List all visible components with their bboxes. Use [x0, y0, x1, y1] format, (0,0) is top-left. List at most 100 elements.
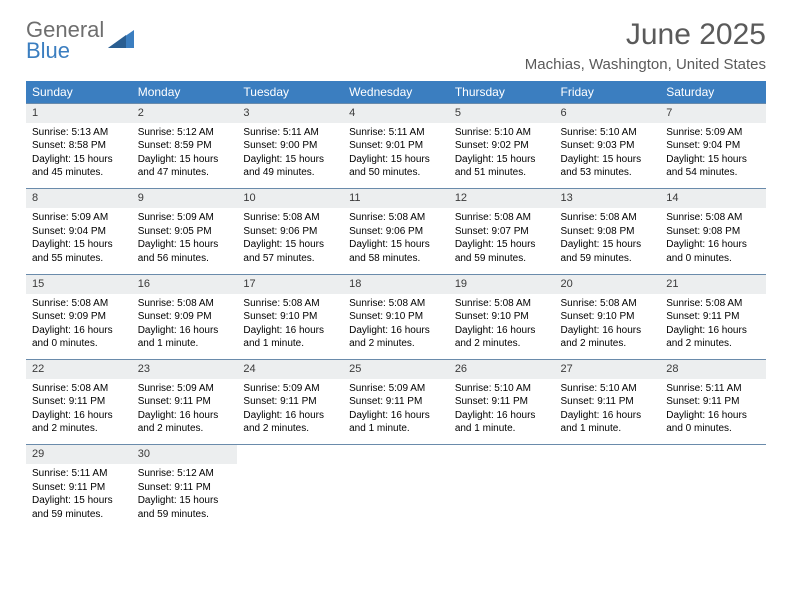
day-number: 4: [343, 104, 449, 123]
day-detail-row: Sunrise: 5:08 AMSunset: 9:09 PMDaylight:…: [26, 294, 766, 360]
day-number: 13: [555, 189, 661, 208]
day-number: 7: [660, 104, 766, 123]
sunrise-text: Sunrise: 5:10 AM: [455, 126, 549, 140]
sunset-text: Sunset: 9:06 PM: [349, 225, 443, 239]
sunset-text: Sunset: 9:11 PM: [32, 481, 126, 495]
day-number: 5: [449, 104, 555, 123]
day-cell: Sunrise: 5:09 AMSunset: 9:04 PMDaylight:…: [660, 123, 766, 189]
sunset-text: Sunset: 9:01 PM: [349, 139, 443, 153]
sunset-text: Sunset: 9:04 PM: [666, 139, 760, 153]
weekday-header: Thursday: [449, 81, 555, 104]
sunset-text: Sunset: 9:11 PM: [455, 395, 549, 409]
day-number: 6: [555, 104, 661, 123]
day-number: 26: [449, 360, 555, 379]
sunset-text: Sunset: 9:11 PM: [666, 310, 760, 324]
day-cell: Sunrise: 5:11 AMSunset: 9:01 PMDaylight:…: [343, 123, 449, 189]
day-cell: Sunrise: 5:08 AMSunset: 9:10 PMDaylight:…: [555, 294, 661, 360]
sunrise-text: Sunrise: 5:11 AM: [32, 467, 126, 481]
daylight-text: Daylight: 16 hours and 1 minute.: [349, 409, 443, 436]
sunrise-text: Sunrise: 5:11 AM: [666, 382, 760, 396]
weekday-header: Wednesday: [343, 81, 449, 104]
sunset-text: Sunset: 9:10 PM: [455, 310, 549, 324]
day-cell: Sunrise: 5:08 AMSunset: 9:10 PMDaylight:…: [449, 294, 555, 360]
daylight-text: Daylight: 16 hours and 2 minutes.: [666, 324, 760, 351]
sunset-text: Sunset: 9:11 PM: [138, 395, 232, 409]
day-cell: Sunrise: 5:10 AMSunset: 9:02 PMDaylight:…: [449, 123, 555, 189]
logo-triangle-icon: [108, 26, 134, 52]
day-cell: Sunrise: 5:11 AMSunset: 9:00 PMDaylight:…: [237, 123, 343, 189]
daylight-text: Daylight: 15 hours and 45 minutes.: [32, 153, 126, 180]
daylight-text: Daylight: 16 hours and 1 minute.: [455, 409, 549, 436]
sunrise-text: Sunrise: 5:08 AM: [455, 297, 549, 311]
sunrise-text: Sunrise: 5:12 AM: [138, 126, 232, 140]
day-detail-row: Sunrise: 5:09 AMSunset: 9:04 PMDaylight:…: [26, 208, 766, 274]
sunrise-text: Sunrise: 5:08 AM: [561, 211, 655, 225]
sunrise-text: Sunrise: 5:11 AM: [349, 126, 443, 140]
weekday-header: Monday: [132, 81, 238, 104]
day-cell: Sunrise: 5:11 AMSunset: 9:11 PMDaylight:…: [660, 379, 766, 445]
day-detail-row: Sunrise: 5:13 AMSunset: 8:58 PMDaylight:…: [26, 123, 766, 189]
daylight-text: Daylight: 15 hours and 47 minutes.: [138, 153, 232, 180]
daylight-text: Daylight: 16 hours and 2 minutes.: [138, 409, 232, 436]
day-number: [449, 445, 555, 464]
sunrise-text: Sunrise: 5:09 AM: [138, 211, 232, 225]
day-cell: [343, 464, 449, 530]
weekday-header: Saturday: [660, 81, 766, 104]
day-cell: Sunrise: 5:09 AMSunset: 9:04 PMDaylight:…: [26, 208, 132, 274]
daylight-text: Daylight: 15 hours and 51 minutes.: [455, 153, 549, 180]
day-number-row: 22232425262728: [26, 360, 766, 379]
day-cell: Sunrise: 5:08 AMSunset: 9:07 PMDaylight:…: [449, 208, 555, 274]
logo-word2: Blue: [26, 39, 104, 62]
day-number: [237, 445, 343, 464]
sunset-text: Sunset: 9:10 PM: [561, 310, 655, 324]
day-number-row: 15161718192021: [26, 274, 766, 293]
daylight-text: Daylight: 15 hours and 56 minutes.: [138, 238, 232, 265]
day-cell: Sunrise: 5:11 AMSunset: 9:11 PMDaylight:…: [26, 464, 132, 530]
sunrise-text: Sunrise: 5:08 AM: [561, 297, 655, 311]
day-number: 29: [26, 445, 132, 464]
sunset-text: Sunset: 9:09 PM: [138, 310, 232, 324]
day-cell: Sunrise: 5:08 AMSunset: 9:09 PMDaylight:…: [26, 294, 132, 360]
day-number: 20: [555, 274, 661, 293]
day-number: 24: [237, 360, 343, 379]
sunset-text: Sunset: 9:07 PM: [455, 225, 549, 239]
day-number: 16: [132, 274, 238, 293]
sunset-text: Sunset: 9:11 PM: [349, 395, 443, 409]
day-cell: Sunrise: 5:10 AMSunset: 9:11 PMDaylight:…: [449, 379, 555, 445]
daylight-text: Daylight: 15 hours and 50 minutes.: [349, 153, 443, 180]
day-number: 9: [132, 189, 238, 208]
day-cell: Sunrise: 5:09 AMSunset: 9:05 PMDaylight:…: [132, 208, 238, 274]
calendar-table: SundayMondayTuesdayWednesdayThursdayFrid…: [26, 81, 766, 530]
sunrise-text: Sunrise: 5:09 AM: [666, 126, 760, 140]
day-number: 8: [26, 189, 132, 208]
sunset-text: Sunset: 9:11 PM: [32, 395, 126, 409]
day-cell: Sunrise: 5:08 AMSunset: 9:10 PMDaylight:…: [237, 294, 343, 360]
day-cell: Sunrise: 5:12 AMSunset: 9:11 PMDaylight:…: [132, 464, 238, 530]
day-number: 12: [449, 189, 555, 208]
sunrise-text: Sunrise: 5:08 AM: [349, 211, 443, 225]
weekday-header: Friday: [555, 81, 661, 104]
sunrise-text: Sunrise: 5:08 AM: [32, 382, 126, 396]
day-number: 14: [660, 189, 766, 208]
day-number: 3: [237, 104, 343, 123]
sunset-text: Sunset: 9:11 PM: [666, 395, 760, 409]
daylight-text: Daylight: 16 hours and 1 minute.: [138, 324, 232, 351]
daylight-text: Daylight: 15 hours and 59 minutes.: [32, 494, 126, 521]
day-number: 27: [555, 360, 661, 379]
day-number: 25: [343, 360, 449, 379]
day-number: 2: [132, 104, 238, 123]
day-cell: Sunrise: 5:10 AMSunset: 9:03 PMDaylight:…: [555, 123, 661, 189]
sunrise-text: Sunrise: 5:09 AM: [243, 382, 337, 396]
daylight-text: Daylight: 15 hours and 58 minutes.: [349, 238, 443, 265]
sunrise-text: Sunrise: 5:11 AM: [243, 126, 337, 140]
day-cell: Sunrise: 5:08 AMSunset: 9:11 PMDaylight:…: [26, 379, 132, 445]
day-detail-row: Sunrise: 5:11 AMSunset: 9:11 PMDaylight:…: [26, 464, 766, 530]
daylight-text: Daylight: 15 hours and 54 minutes.: [666, 153, 760, 180]
day-number: 30: [132, 445, 238, 464]
sunrise-text: Sunrise: 5:08 AM: [32, 297, 126, 311]
sunrise-text: Sunrise: 5:09 AM: [349, 382, 443, 396]
day-cell: Sunrise: 5:08 AMSunset: 9:08 PMDaylight:…: [555, 208, 661, 274]
daylight-text: Daylight: 15 hours and 59 minutes.: [561, 238, 655, 265]
sunrise-text: Sunrise: 5:10 AM: [561, 382, 655, 396]
page-subtitle: Machias, Washington, United States: [525, 56, 766, 73]
